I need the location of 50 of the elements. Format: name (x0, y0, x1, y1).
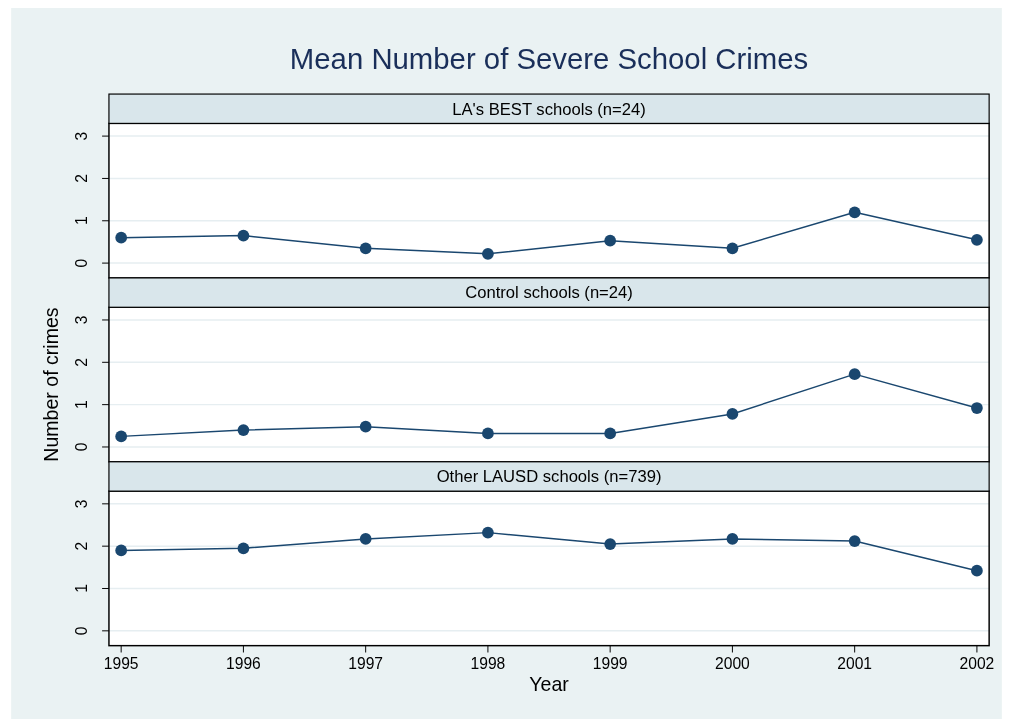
x-axis-title: Year (529, 672, 570, 695)
y-tick-label: 0 (73, 258, 91, 268)
y-tick-label: 3 (73, 315, 91, 325)
x-tick-label: 1998 (470, 655, 506, 673)
point (971, 402, 983, 414)
point (115, 430, 128, 443)
point (726, 408, 739, 420)
x-tick-label: 1997 (348, 655, 384, 673)
point (604, 234, 617, 247)
point (237, 542, 250, 555)
point (237, 424, 250, 436)
y-tick-label: 0 (73, 442, 91, 452)
x-tick-label: 2002 (959, 655, 995, 673)
x-tick-label: 1995 (103, 655, 139, 673)
x-tick-label: 1999 (592, 655, 628, 673)
point (971, 564, 983, 577)
point (848, 368, 861, 381)
point (482, 427, 494, 440)
y-tick-label: 1 (73, 216, 91, 226)
x-tick-label: 2000 (715, 655, 751, 673)
point (359, 533, 372, 545)
point (604, 538, 617, 550)
point (726, 533, 739, 545)
y-tick-label: 2 (73, 541, 91, 551)
point (115, 231, 128, 244)
point (848, 535, 861, 547)
point (726, 242, 739, 255)
point (359, 242, 372, 255)
point (971, 233, 983, 246)
chart-subtitle: Control schools (n=24) (465, 283, 633, 303)
x-tick-label: 1996 (226, 655, 261, 673)
y-tick-label: 3 (73, 131, 91, 141)
chart-subtitle: LA's BEST schools (n=24) (452, 99, 646, 119)
y-tick-label: 2 (73, 174, 91, 183)
point (237, 229, 250, 242)
y-axis-title: Number of crimes (40, 307, 63, 462)
point (848, 206, 861, 219)
point (115, 544, 128, 557)
x-tick-label: 2001 (837, 655, 873, 673)
y-tick-label: 1 (73, 400, 91, 409)
y-tick-label: 3 (73, 499, 91, 509)
point (482, 526, 494, 539)
y-tick-label: 1 (73, 584, 91, 593)
chart-title: Mean Number of Severe School Crimes (289, 41, 809, 75)
point (359, 420, 372, 433)
y-tick-label: 2 (73, 357, 91, 367)
chart-subtitle: Other LAUSD schools (n=739) (436, 467, 662, 487)
y-tick-label: 0 (73, 626, 91, 636)
point (482, 247, 494, 260)
point (604, 427, 617, 440)
